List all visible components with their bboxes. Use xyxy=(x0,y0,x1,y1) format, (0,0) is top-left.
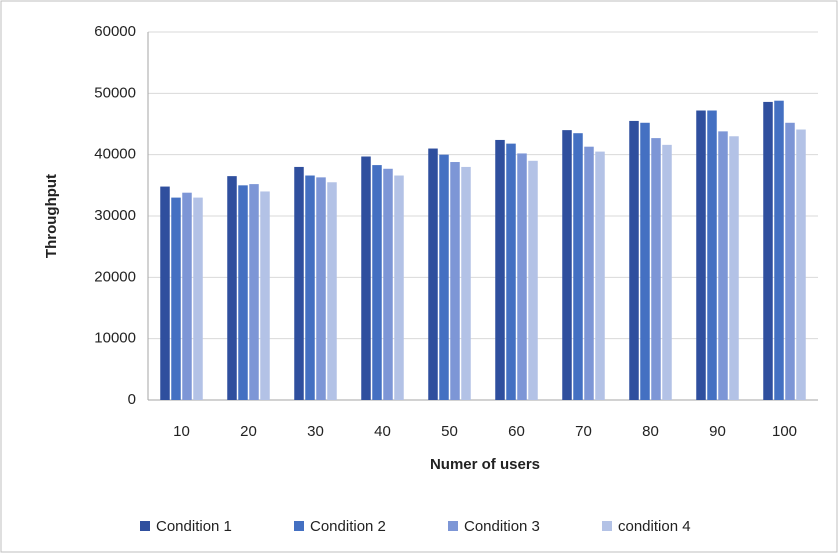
legend-swatch xyxy=(602,521,612,531)
bar xyxy=(506,143,516,401)
bar xyxy=(249,184,259,400)
bar xyxy=(383,168,393,400)
bar xyxy=(796,129,806,400)
bar xyxy=(361,156,371,400)
bar xyxy=(718,131,728,401)
legend-label: Condition 1 xyxy=(156,518,232,535)
x-tick-label: 70 xyxy=(575,423,592,440)
bar xyxy=(584,146,594,400)
y-tick-label: 40000 xyxy=(94,146,136,163)
x-axis-title: Numer of users xyxy=(430,456,540,473)
bar xyxy=(294,166,304,400)
bar xyxy=(182,192,192,400)
bar xyxy=(651,138,661,400)
bar xyxy=(573,133,583,400)
bar xyxy=(238,185,248,400)
y-tick-label: 20000 xyxy=(94,268,136,285)
bar xyxy=(171,197,181,400)
bar xyxy=(785,122,795,401)
x-tick-label: 30 xyxy=(307,423,324,440)
bar xyxy=(495,139,505,401)
bar xyxy=(517,153,527,400)
y-axis-title: Throughput xyxy=(43,174,60,258)
y-tick-label: 10000 xyxy=(94,330,136,347)
x-tick-label: 50 xyxy=(441,423,458,440)
bar xyxy=(394,175,404,400)
bar xyxy=(562,130,572,400)
bar xyxy=(528,160,538,400)
bar xyxy=(372,165,382,400)
legend-swatch xyxy=(294,521,304,531)
legend-swatch xyxy=(448,521,458,531)
x-tick-label: 60 xyxy=(508,423,525,440)
bar xyxy=(629,120,639,400)
bar xyxy=(763,101,773,401)
x-tick-label: 90 xyxy=(709,423,726,440)
bar xyxy=(774,100,784,401)
bar xyxy=(696,110,706,401)
bar xyxy=(327,182,337,400)
bar xyxy=(305,175,315,400)
legend-swatch xyxy=(140,521,150,531)
bar xyxy=(640,122,650,401)
legend-label: Condition 3 xyxy=(464,518,540,535)
y-tick-label: 50000 xyxy=(94,84,136,101)
x-tick-label: 100 xyxy=(772,423,797,440)
bar xyxy=(439,154,449,400)
bar xyxy=(729,136,739,400)
bar xyxy=(595,151,605,400)
y-tick-label: 60000 xyxy=(94,23,136,40)
bar xyxy=(450,162,460,400)
bar xyxy=(227,176,237,400)
y-tick-label: 0 xyxy=(128,391,136,408)
bar xyxy=(707,110,717,401)
bar xyxy=(662,144,672,400)
bar xyxy=(461,166,471,400)
x-tick-label: 40 xyxy=(374,423,391,440)
x-tick-label: 10 xyxy=(173,423,190,440)
bar xyxy=(428,148,438,400)
bar xyxy=(260,191,270,400)
legend-label: Condition 2 xyxy=(310,518,386,535)
bar xyxy=(160,186,170,400)
bar xyxy=(193,197,203,400)
y-tick-label: 30000 xyxy=(94,207,136,224)
legend-label: condition 4 xyxy=(618,518,691,535)
x-tick-label: 80 xyxy=(642,423,659,440)
bar xyxy=(316,177,326,400)
x-tick-label: 20 xyxy=(240,423,257,440)
